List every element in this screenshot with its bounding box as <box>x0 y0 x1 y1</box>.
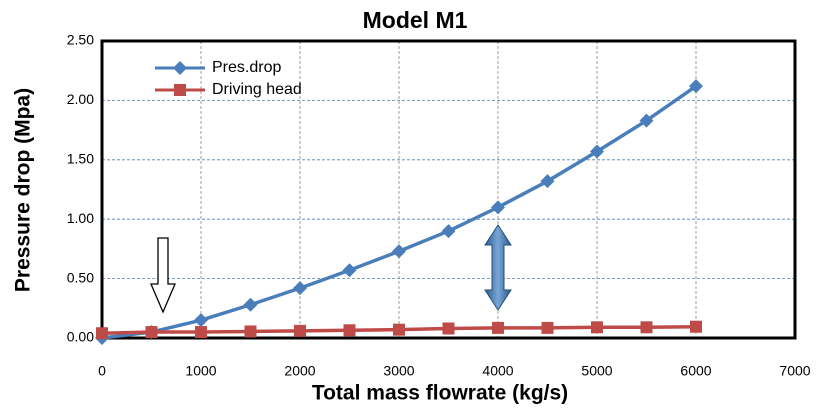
y-tick-label: 1.00 <box>67 210 94 226</box>
point <box>194 313 208 328</box>
point <box>591 321 603 334</box>
point <box>491 200 505 215</box>
y-tick-label: 0.50 <box>67 269 94 285</box>
legend-marker <box>174 84 186 96</box>
legend-label: Pres.drop <box>212 59 281 76</box>
point <box>492 321 504 334</box>
point <box>342 263 357 278</box>
chart-title: Model M1 <box>363 7 468 33</box>
y-tick-label: 0.00 <box>67 329 94 345</box>
x-tick-label: 7000 <box>779 363 810 379</box>
point <box>293 281 307 296</box>
point <box>441 224 456 239</box>
legend-marker <box>173 61 187 75</box>
point <box>639 113 654 128</box>
x-tick-label: 4000 <box>482 363 513 379</box>
point <box>590 144 604 159</box>
point <box>442 322 455 335</box>
point <box>392 244 406 259</box>
y-tick-label: 2.00 <box>67 91 94 107</box>
x-tick-label: 1000 <box>185 363 216 379</box>
point <box>96 327 108 340</box>
point <box>541 321 554 334</box>
y-tick-label: 2.50 <box>67 32 94 48</box>
point <box>195 326 207 339</box>
annotation-arrow <box>150 237 176 314</box>
point <box>690 320 702 333</box>
point <box>540 174 555 189</box>
x-tick-label: 6000 <box>680 363 711 379</box>
x-tick-label: 2000 <box>284 363 315 379</box>
point <box>243 297 258 312</box>
plot-frame <box>100 39 797 340</box>
y-tick-label: 1.50 <box>67 151 94 167</box>
point <box>640 321 653 334</box>
x-tick-label: 0 <box>98 363 106 379</box>
point <box>689 79 703 94</box>
point <box>145 326 158 339</box>
point <box>294 324 306 337</box>
legend-label: Driving head <box>212 81 302 98</box>
x-tick-label: 3000 <box>383 363 414 379</box>
x-tick-label: 5000 <box>581 363 612 379</box>
x-axis-label: Total mass flowrate (kg/s) <box>312 382 568 405</box>
y-axis-label: Pressure drop (Mpa) <box>12 88 35 292</box>
point <box>244 325 257 338</box>
point <box>343 324 356 337</box>
point <box>393 323 405 336</box>
annotation-double-arrow <box>484 224 512 311</box>
